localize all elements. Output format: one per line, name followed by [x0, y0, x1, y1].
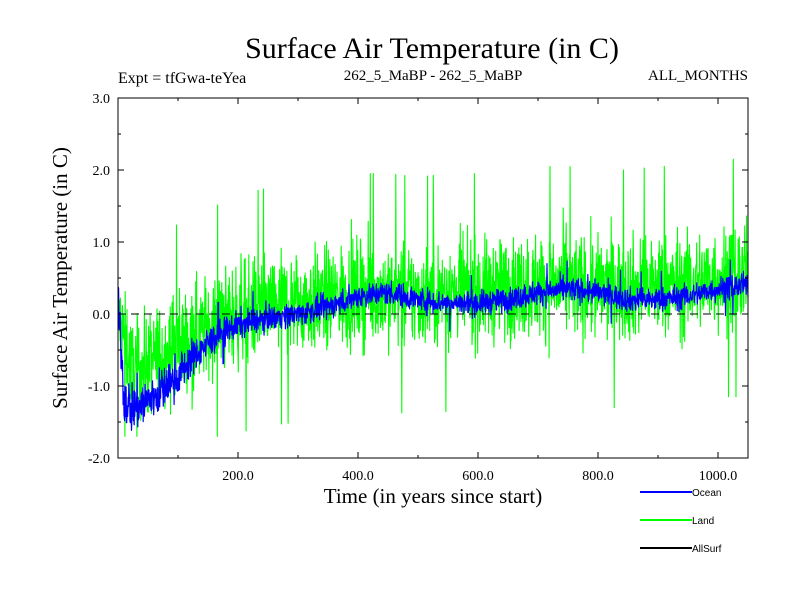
- y-tick-label: 1.0: [93, 236, 111, 251]
- y-tick-label: -1.0: [88, 380, 110, 395]
- x-axis-label: Time (in years since start): [324, 484, 543, 508]
- x-tick-label: 200.0: [222, 469, 254, 484]
- y-tick-label: 0.0: [93, 308, 111, 323]
- x-tick-label: 800.0: [582, 469, 614, 484]
- legend: Ocean Land AllSurf: [640, 488, 722, 555]
- chart-subtitle-right: ALL_MONTHS: [648, 68, 748, 84]
- chart-title: Surface Air Temperature (in C): [245, 32, 619, 65]
- x-tick-label: 600.0: [462, 469, 494, 484]
- series-line-ocean: [117, 259, 749, 431]
- chart-subtitle-left: Expt = tfGwa-teYea: [118, 70, 246, 87]
- ticks-layer: 200.0 400.0 600.0 800.0 1000.0 -2.0 -1.0 0.0 1.0…: [88, 92, 748, 484]
- y-tick-label: -2.0: [88, 452, 110, 467]
- x-tick-label: 1000.0: [699, 469, 738, 484]
- chart-subtitle-center: 262_5_MaBP - 262_5_MaBP: [344, 68, 523, 84]
- legend-label-ocean: Ocean: [692, 488, 721, 499]
- legend-label-allsurf: AllSurf: [692, 544, 722, 555]
- series-layer: [117, 158, 749, 437]
- legend-label-land: Land: [692, 516, 714, 527]
- x-tick-label: 400.0: [342, 469, 374, 484]
- y-tick-label: 3.0: [93, 92, 111, 107]
- y-tick-label: 2.0: [93, 164, 111, 179]
- y-axis-label: Surface Air Temperature (in C): [48, 147, 72, 409]
